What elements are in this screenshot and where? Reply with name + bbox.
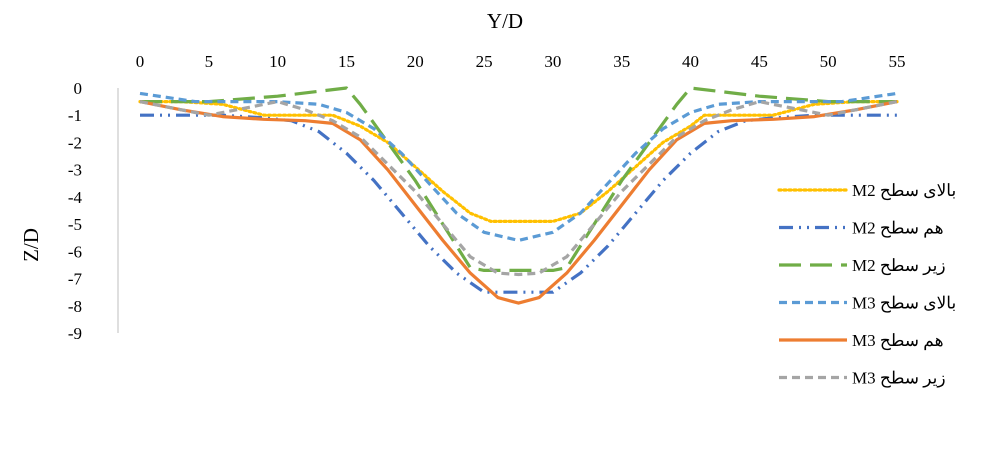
y-tick-label: -1	[68, 106, 82, 125]
x-tick-label: 45	[751, 52, 768, 71]
series-line-5	[139, 100, 898, 305]
y-tick-label: -6	[68, 242, 82, 261]
legend-label-1: M2 بالای سطح	[852, 181, 956, 201]
x-tick-label: 35	[613, 52, 630, 71]
y-tick-label: -9	[68, 324, 82, 343]
x-tick-label: 0	[136, 52, 145, 71]
legend-label-2: M2 هم سطح	[852, 219, 944, 239]
series-line-3	[140, 86, 897, 272]
x-tick-label: 50	[820, 52, 837, 71]
series-line-6	[139, 100, 898, 277]
x-tick-label: 20	[407, 52, 424, 71]
y-tick-label: -8	[68, 297, 82, 316]
x-tick-label: 40	[682, 52, 699, 71]
series-line-1	[138, 100, 899, 223]
y-axis-title: Z/D	[19, 228, 43, 262]
legend-label-6: M3 زیر سطح	[852, 369, 946, 389]
y-tick-label: -2	[68, 133, 82, 152]
series-line-4	[139, 91, 898, 242]
legend-label-3: M2 زیر سطح	[852, 256, 946, 276]
series-layer	[138, 86, 899, 305]
x-tick-label: 10	[269, 52, 286, 71]
y-tick-label: -3	[68, 161, 82, 180]
y-tick-labels: 0 -1 -2 -3 -4 -5 -6 -7 -8 -9	[68, 79, 83, 343]
legend: M2 بالای سطح M2 هم سطح M2 زیر سطح M3 بالای …	[777, 181, 956, 389]
x-tick-labels: 0 5 10 15 20 25 30 35 40 45 50 55	[136, 52, 906, 71]
x-axis-title: Y/D	[487, 9, 523, 33]
x-tick-label: 5	[205, 52, 214, 71]
x-tick-label: 30	[544, 52, 561, 71]
y-tick-label: -5	[68, 215, 82, 234]
x-tick-label: 15	[338, 52, 355, 71]
x-tick-label: 55	[889, 52, 906, 71]
y-tick-label: -4	[68, 188, 83, 207]
x-tick-label: 25	[476, 52, 493, 71]
y-tick-label: 0	[74, 79, 83, 98]
y-tick-label: -7	[68, 270, 83, 289]
legend-label-5: M3 هم سطح	[852, 331, 944, 351]
legend-label-4: M3 بالای سطح	[852, 294, 956, 314]
